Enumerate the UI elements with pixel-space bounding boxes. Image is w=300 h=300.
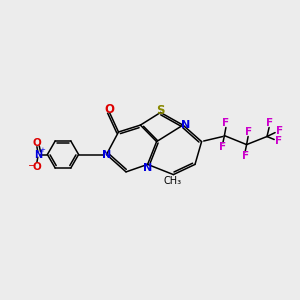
Text: F: F (242, 151, 249, 161)
Text: F: F (219, 142, 226, 152)
Text: F: F (266, 118, 274, 128)
Text: O: O (32, 161, 41, 172)
Text: F: F (244, 127, 252, 137)
Text: O: O (32, 137, 41, 148)
Text: F: F (222, 118, 230, 128)
Text: F: F (276, 126, 283, 136)
Text: N: N (181, 119, 190, 130)
Text: S: S (156, 103, 165, 117)
Text: F: F (275, 136, 282, 146)
Text: CH₃: CH₃ (164, 176, 182, 186)
Text: N: N (143, 163, 152, 173)
Text: −: − (28, 161, 36, 172)
Text: N: N (102, 149, 111, 160)
Text: +: + (39, 147, 45, 153)
Text: N: N (34, 149, 42, 160)
Text: O: O (104, 103, 114, 116)
